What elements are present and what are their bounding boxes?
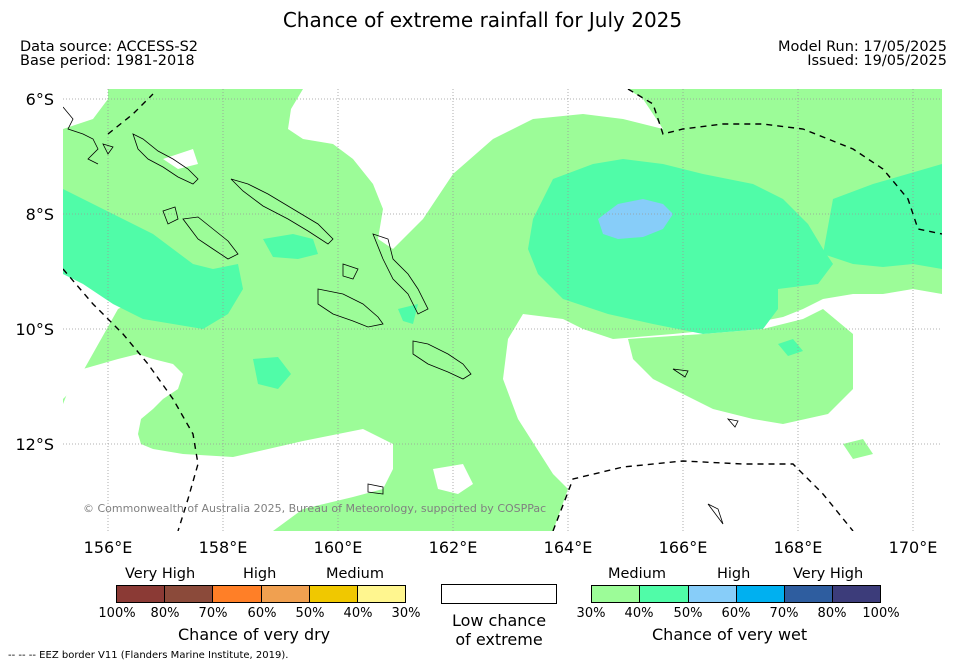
meta-left: Data source: ACCESS-S2 Base period: 1981… (20, 39, 199, 69)
dry-head-very-high: Very High (125, 566, 196, 582)
map-title: Chance of extreme rainfall for July 2025 (282, 8, 683, 32)
dry-swatch-70-60 (212, 585, 262, 603)
lon-label-164e: 164°E (543, 538, 593, 557)
dry-swatch-40-30 (357, 585, 406, 603)
lon-label-168e: 168°E (773, 538, 823, 557)
eez-border-note: -- -- -- EEZ border V11 (Flanders Marine… (8, 650, 289, 661)
dry-swatch-60-50 (261, 585, 310, 603)
graticule (63, 89, 942, 531)
dry-tick: 70% (198, 606, 228, 621)
wet-tick: 70% (769, 606, 799, 621)
low-chance-line2: of extreme (455, 630, 543, 649)
high-wet-50-60-area (598, 199, 673, 239)
lon-label-158e: 158°E (198, 538, 248, 557)
wet-tick: 80% (817, 606, 847, 621)
lat-label-12s: 12°S (15, 435, 54, 454)
wet-tick: 60% (721, 606, 751, 621)
medium-patches (103, 194, 873, 459)
low-chance-swatch (441, 584, 557, 604)
lat-label-8s: 8°S (25, 205, 54, 224)
wet-swatch-40-50 (639, 585, 689, 603)
dry-head-high: High (243, 566, 277, 582)
dry-tick: 50% (295, 606, 325, 621)
lon-label-156e: 156°E (83, 538, 133, 557)
dry-tick: 60% (247, 606, 277, 621)
coastlines (63, 106, 739, 525)
wet-head-medium: Medium (608, 566, 666, 582)
dry-tick: 40% (343, 606, 373, 621)
meta-right: Model Run: 17/05/2025 Issued: 19/05/2025 (777, 39, 947, 69)
wet-tick: 50% (673, 606, 703, 621)
lon-label-166e: 166°E (658, 538, 708, 557)
dry-swatch-80-70 (164, 585, 213, 603)
model-run: Model Run: 17/05/2025 (777, 39, 947, 55)
wet-swatch-30-40 (591, 585, 640, 603)
base-period: Base period: 1981-2018 (20, 53, 195, 69)
lon-label-162e: 162°E (428, 538, 478, 557)
lat-label-6s: 6°S (25, 90, 54, 109)
dry-swatch-100-80 (116, 585, 165, 603)
wet-tick: 100% (862, 606, 900, 621)
wet-swatch-60-70 (736, 585, 785, 603)
dry-swatch-50-40 (309, 585, 358, 603)
wet-swatch-70-80 (784, 585, 833, 603)
dry-tick: 100% (98, 606, 136, 621)
wet-legend-title: Chance of very wet (652, 625, 808, 644)
dry-tick: 30% (391, 606, 421, 621)
data-source: Data source: ACCESS-S2 (20, 39, 199, 55)
wet-swatch-80-100 (832, 585, 881, 603)
rainfall-map (63, 89, 942, 531)
wet-tick: 30% (576, 606, 606, 621)
lon-label-160e: 160°E (313, 538, 363, 557)
wet-head-high: High (717, 566, 751, 582)
low-chance-line1: Low chance (451, 611, 547, 630)
dry-tick: 80% (150, 606, 180, 621)
copyright-notice: © Commonwealth of Australia 2025, Bureau… (83, 502, 547, 515)
low-chance-label: Low chance of extreme (441, 611, 557, 649)
wet-swatch-50-60 (688, 585, 737, 603)
eez-borders (63, 89, 942, 531)
wet-tick: 40% (624, 606, 654, 621)
lat-label-10s: 10°S (15, 320, 54, 339)
dry-legend-title: Chance of very dry (178, 625, 331, 644)
lon-label-170e: 170°E (888, 538, 938, 557)
dry-head-medium: Medium (326, 566, 384, 582)
wet-head-very-high: Very High (793, 566, 864, 582)
issued-date: Issued: 19/05/2025 (807, 53, 947, 69)
